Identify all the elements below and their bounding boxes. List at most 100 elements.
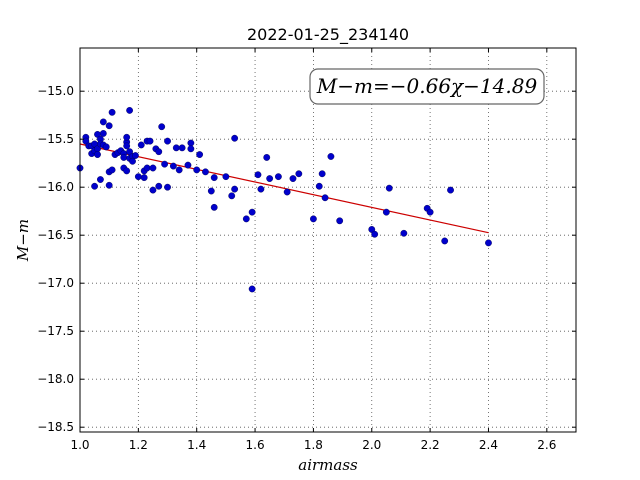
x-tick-label: 2.4	[479, 438, 498, 452]
data-point	[257, 185, 265, 193]
data-point	[108, 166, 116, 174]
data-point	[178, 144, 186, 152]
x-tick-label: 1.6	[246, 438, 265, 452]
y-tick-label: −18.5	[37, 420, 74, 434]
data-point	[274, 173, 282, 181]
data-point	[102, 143, 110, 151]
data-point	[210, 203, 218, 211]
data-point	[210, 174, 218, 182]
data-point	[126, 107, 134, 114]
data-point	[164, 183, 171, 191]
x-tick-label: 1.4	[187, 438, 206, 452]
data-point	[382, 208, 390, 216]
data-point	[108, 108, 116, 116]
data-point	[137, 141, 145, 149]
data-point	[97, 176, 104, 183]
data-point	[155, 148, 163, 156]
fit-equation-box: M−m=−0.66χ−14.89	[309, 68, 545, 105]
data-point	[248, 285, 256, 293]
y-tick-label: −16.5	[37, 228, 74, 242]
data-point	[231, 185, 239, 193]
data-point	[231, 134, 239, 142]
data-point	[202, 168, 209, 176]
chart-title: 2022-01-25_234140	[247, 25, 409, 45]
data-point	[242, 215, 250, 223]
data-point	[336, 217, 344, 225]
data-point	[143, 164, 151, 172]
data-point	[99, 130, 107, 137]
data-point	[99, 118, 107, 126]
data-point	[318, 170, 326, 178]
data-point	[447, 186, 454, 194]
data-point	[187, 145, 195, 153]
data-point	[371, 230, 379, 238]
data-point	[134, 173, 142, 181]
data-point	[327, 153, 335, 160]
data-point	[207, 187, 215, 195]
data-point	[426, 208, 434, 216]
x-tick-label: 2.2	[421, 438, 440, 452]
data-point	[187, 139, 195, 147]
data-point	[91, 182, 98, 190]
data-point	[146, 137, 154, 145]
x-tick-label: 1.0	[70, 438, 89, 452]
data-point	[321, 194, 329, 202]
data-point	[120, 154, 128, 161]
data-point	[248, 208, 256, 216]
data-point	[295, 170, 303, 178]
fit-line-layer	[79, 143, 489, 234]
plot-area	[80, 48, 576, 432]
data-point	[132, 152, 139, 159]
x-axis-label: airmass	[298, 456, 358, 474]
data-point	[441, 237, 449, 245]
data-point	[266, 175, 274, 182]
y-tick-label: −15.5	[37, 132, 74, 146]
data-point	[172, 144, 180, 152]
data-point	[94, 151, 101, 158]
y-tick-label: −18.0	[37, 372, 74, 386]
y-axis-label: M−m	[14, 219, 32, 262]
data-point	[400, 229, 408, 237]
plot-frame	[79, 47, 577, 433]
data-point	[310, 215, 317, 223]
data-point	[158, 123, 166, 131]
data-point	[161, 160, 169, 168]
data-point	[155, 182, 163, 190]
fit-equation: M−m=−0.66χ−14.89	[316, 74, 538, 98]
x-tick-label: 1.2	[129, 438, 148, 452]
data-point	[315, 182, 323, 190]
data-point	[123, 167, 131, 175]
x-tick-label: 2.6	[537, 438, 556, 452]
y-tick-label: −15.0	[37, 84, 74, 98]
y-tick-label: −17.5	[37, 324, 74, 338]
data-point	[105, 181, 113, 189]
data-point	[123, 133, 131, 141]
data-point	[283, 188, 291, 196]
data-point	[175, 166, 183, 174]
data-point	[289, 175, 297, 182]
data-point	[485, 239, 492, 247]
x-tick-label: 2.0	[362, 438, 381, 452]
data-point	[149, 164, 157, 172]
data-point	[164, 137, 171, 145]
data-point	[140, 174, 148, 182]
fit-line	[79, 143, 489, 234]
data-point	[105, 122, 113, 130]
data-point	[123, 142, 131, 150]
axis-ticks: 1.0 1.2 1.4 1.6 1.8 2.0 2.2 2.4 2.6 −15.0 −15.5 −16…	[37, 48, 576, 452]
data-point	[222, 173, 230, 181]
data-point	[193, 166, 201, 174]
data-point	[254, 171, 262, 179]
data-point	[129, 157, 136, 165]
data-point	[385, 184, 393, 192]
y-tick-label: −16.0	[37, 180, 74, 194]
x-tick-label: 1.8	[304, 438, 323, 452]
data-point	[149, 186, 157, 194]
data-points	[76, 107, 492, 293]
data-point	[184, 161, 192, 169]
y-tick-label: −17.0	[37, 276, 74, 290]
data-point	[263, 154, 271, 161]
data-point	[196, 151, 204, 158]
grid	[79, 48, 576, 432]
